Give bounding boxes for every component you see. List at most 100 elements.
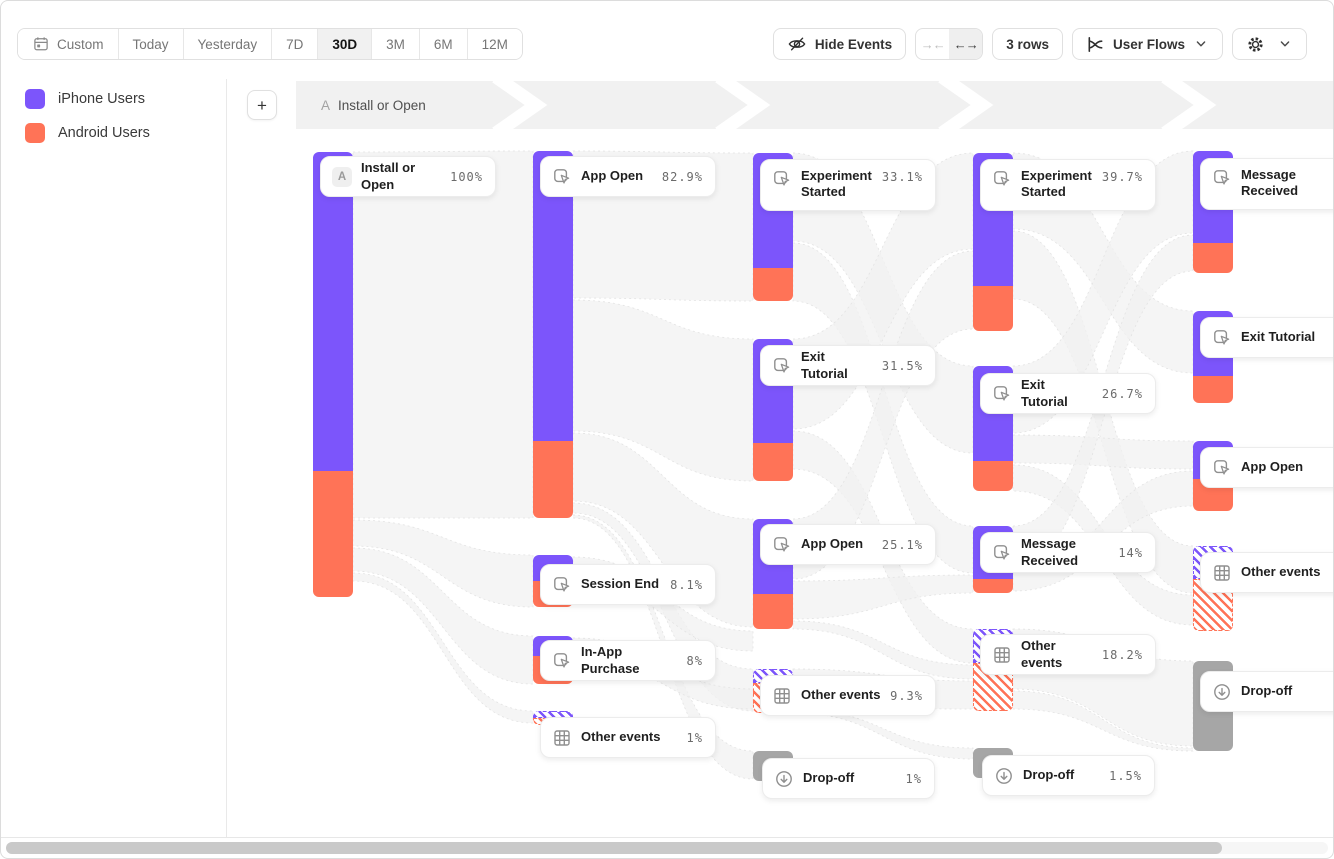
- flow-node-percent: 25.1%: [881, 537, 923, 552]
- step-chevrons: [492, 81, 1217, 129]
- event-icon: [772, 535, 792, 555]
- chart-type-label: User Flows: [1112, 36, 1185, 52]
- event-icon: [1212, 328, 1232, 348]
- date-range-today[interactable]: Today: [118, 29, 184, 59]
- flow-node-drop-off-col5[interactable]: Drop-off: [1200, 671, 1333, 712]
- date-range-6m[interactable]: 6M: [419, 29, 468, 59]
- flow-node-experiment-started-col4[interactable]: Experiment Started 39.7%: [980, 159, 1156, 211]
- step-header-label[interactable]: A Install or Open: [321, 81, 426, 129]
- flow-node-app-open-col2[interactable]: App Open 82.9%: [540, 156, 716, 197]
- date-range-label: 6M: [433, 36, 453, 52]
- drop-off-icon: [1212, 682, 1232, 702]
- legend-item-iphone-users[interactable]: iPhone Users: [25, 89, 150, 109]
- flow-bar-segment: [973, 461, 1013, 491]
- eye-off-icon: [787, 34, 807, 54]
- flow-node-name: App Open: [581, 168, 644, 184]
- calendar-icon: [32, 35, 50, 53]
- flow-node-name: Experiment Started: [1021, 168, 1092, 200]
- drop-off-icon: [994, 766, 1014, 786]
- date-range-label: Today: [132, 36, 169, 52]
- flow-link: [352, 150, 534, 519]
- flow-node-drop-off-col4[interactable]: Drop-off 1.5%: [982, 755, 1155, 796]
- legend-label: iPhone Users: [58, 91, 146, 107]
- flow-node-drop-off-col3[interactable]: Drop-off 1%: [762, 758, 935, 799]
- rows-label: 3 rows: [1006, 36, 1049, 52]
- flow-node-install-or-open-col1[interactable]: A Install or Open 100%: [320, 156, 496, 197]
- legend-swatch: [25, 123, 45, 143]
- flow-node-app-open-col3[interactable]: App Open 25.1%: [760, 524, 936, 565]
- date-range-3m[interactable]: 3M: [372, 29, 420, 59]
- flow-bar-segment: [533, 151, 573, 441]
- flow-node-in-app-purchase-col2[interactable]: In-App Purchase 8%: [540, 640, 716, 681]
- date-range-30d[interactable]: 30D: [318, 29, 373, 59]
- flow-bar-segment: [313, 471, 353, 597]
- date-range-label: 7D: [286, 36, 304, 52]
- date-range-yesterday[interactable]: Yesterday: [183, 29, 273, 59]
- event-icon: [552, 575, 572, 595]
- collapse-columns-button[interactable]: →←: [920, 36, 946, 52]
- flow-node-percent: 18.2%: [1101, 647, 1143, 662]
- flow-link: [1012, 470, 1194, 592]
- chevron-down-icon: [1193, 36, 1209, 52]
- add-step-button[interactable]: +: [247, 90, 277, 120]
- flow-bar-segment: [753, 443, 793, 481]
- flow-node-other-events-col2[interactable]: Other events 1%: [540, 717, 716, 758]
- flow-link: [572, 299, 754, 482]
- hide-events-button[interactable]: Hide Events: [772, 28, 907, 60]
- flow-node-session-end-col2[interactable]: Session End 8.1%: [540, 564, 716, 605]
- flow-node-other-events-col3[interactable]: Other events 9.3%: [760, 675, 936, 716]
- rows-button[interactable]: 3 rows: [992, 28, 1063, 60]
- expand-columns-button[interactable]: ←→: [949, 29, 983, 59]
- chart-type-dropdown[interactable]: User Flows: [1071, 28, 1223, 60]
- flow-node-name: Exit Tutorial: [1021, 377, 1068, 409]
- flow-node-experiment-started-col3[interactable]: Experiment Started 33.1%: [760, 159, 936, 211]
- date-range-7d[interactable]: 7D: [272, 29, 319, 59]
- flow-node-name: Message Received: [1021, 536, 1079, 568]
- flow-node-exit-tutorial-col5[interactable]: Exit Tutorial: [1200, 317, 1333, 358]
- flow-bar-segment: [533, 441, 573, 518]
- flow-node-other-events-col4[interactable]: Other events 18.2%: [980, 634, 1156, 675]
- flow-node-percent: 1%: [905, 771, 922, 786]
- chevron-down-icon: [1277, 36, 1293, 52]
- drop-off-icon: [774, 769, 794, 789]
- flow-node-other-events-col5[interactable]: Other events: [1200, 552, 1333, 593]
- series-legend: iPhone Users Android Users: [25, 89, 150, 143]
- flow-bar-install-or-open[interactable]: [313, 152, 353, 597]
- event-icon: [992, 169, 1012, 189]
- flow-node-exit-tutorial-col4[interactable]: Exit Tutorial 26.7%: [980, 373, 1156, 414]
- flow-bar-segment: [973, 286, 1013, 331]
- flow-node-app-open-col5[interactable]: App Open: [1200, 447, 1333, 488]
- flow-bar-app-open[interactable]: [533, 151, 573, 518]
- flow-node-name: App Open: [801, 536, 864, 552]
- collapse-expand-toggle: →← ←→: [915, 28, 984, 60]
- hide-events-label: Hide Events: [814, 36, 893, 52]
- date-range-selector: Custom Today Yesterday 7D 30D 3M 6M 12M: [17, 28, 523, 60]
- flow-node-exit-tutorial-col3[interactable]: Exit Tutorial 31.5%: [760, 345, 936, 386]
- settings-dropdown[interactable]: [1232, 28, 1307, 60]
- flow-node-name: Exit Tutorial: [1241, 329, 1316, 345]
- flow-link: [792, 574, 974, 620]
- flow-node-name: App Open: [1241, 459, 1304, 475]
- user-flows-icon: [1086, 35, 1105, 54]
- gear-icon: [1246, 35, 1265, 54]
- bottom-divider: [1, 837, 1333, 838]
- flow-node-name: Other events: [581, 729, 661, 745]
- horizontal-scrollbar-thumb[interactable]: [6, 842, 1222, 854]
- flow-node-name: Drop-off: [1023, 767, 1075, 783]
- flow-bar-segment: [313, 152, 353, 471]
- event-icon: [772, 169, 792, 189]
- flow-node-percent: 14%: [1118, 545, 1143, 560]
- flow-node-percent: 8%: [686, 653, 703, 668]
- flow-node-message-received-col4[interactable]: Message Received 14%: [980, 532, 1156, 573]
- flow-link: [1012, 690, 1194, 752]
- flow-node-name: Other events: [1021, 638, 1063, 670]
- date-range-12m[interactable]: 12M: [467, 29, 522, 59]
- legend-label: Android Users: [58, 125, 150, 141]
- flow-bar-segment: [753, 594, 793, 629]
- date-range-custom[interactable]: Custom: [18, 29, 119, 59]
- legend-item-android-users[interactable]: Android Users: [25, 123, 150, 143]
- step-prefix-badge: A: [321, 97, 331, 113]
- flow-node-message-received-col5[interactable]: Message Received: [1200, 158, 1333, 210]
- flow-node-name: Exit Tutorial: [801, 349, 848, 381]
